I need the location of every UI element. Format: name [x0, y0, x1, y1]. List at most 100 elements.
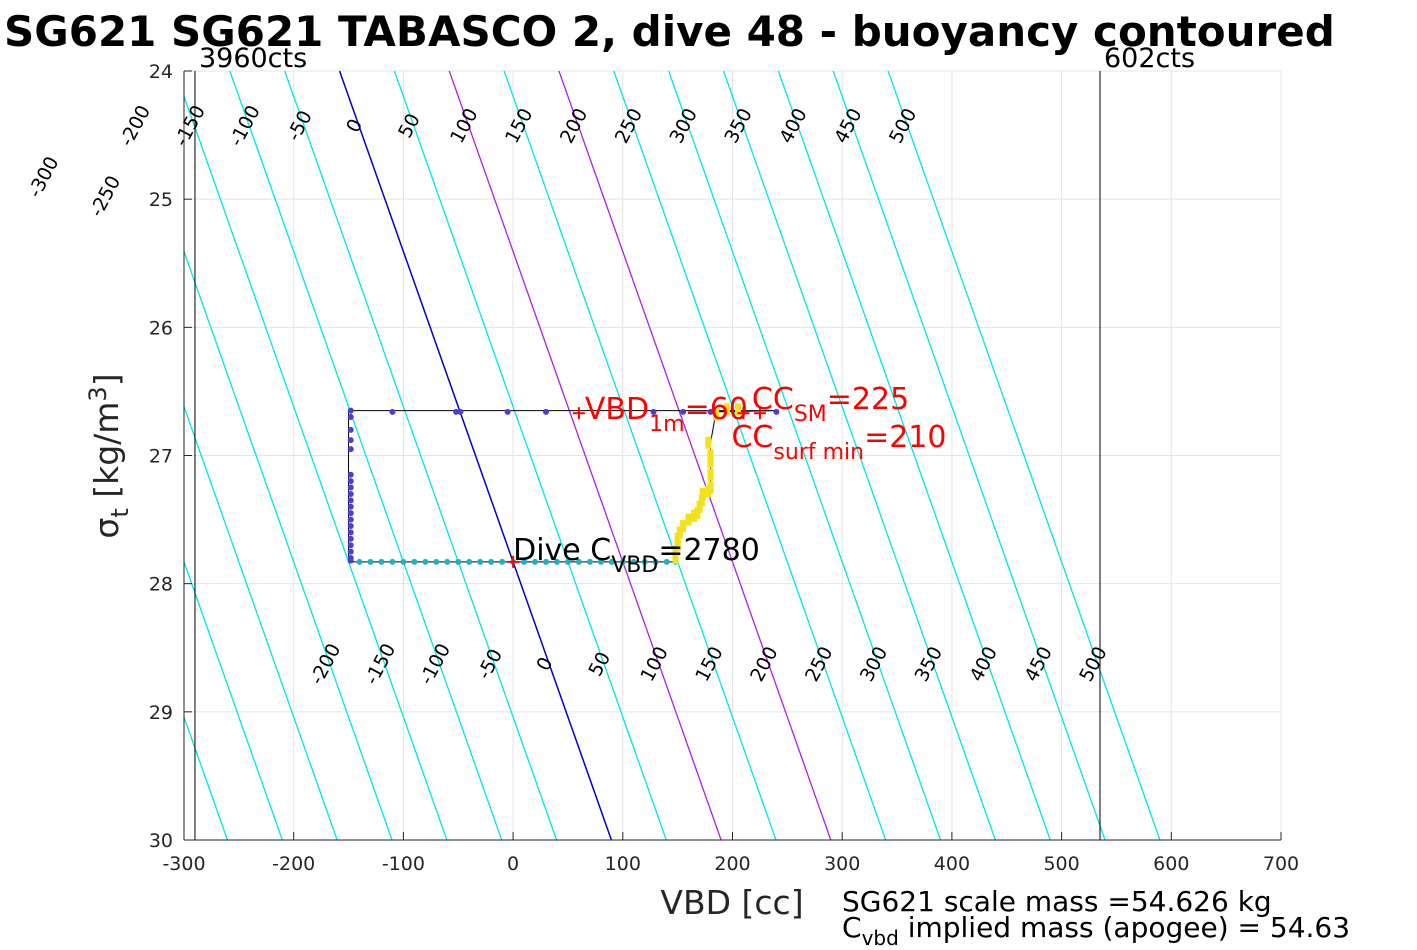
contour-label: 400 [775, 105, 811, 147]
data-point [457, 408, 464, 415]
contour-label: 150 [501, 105, 537, 147]
contour-line [184, 94, 448, 840]
marker-label-value: =225 [827, 382, 909, 417]
axes [183, 70, 1282, 841]
data-point [630, 558, 637, 565]
data-point [347, 503, 354, 510]
data-point [663, 558, 670, 565]
y-tick-label: 30 [149, 830, 173, 852]
data-point [347, 542, 354, 549]
data-point [680, 408, 687, 415]
marker-label-sub: 1m [649, 412, 684, 437]
y-axis-label-close: ] [87, 373, 126, 386]
x-tick-label: 300 [824, 853, 860, 875]
contour-label: 450 [830, 105, 866, 147]
data-point [597, 558, 604, 565]
marker-label-sub: SM [794, 402, 827, 427]
data-point [347, 446, 354, 453]
x-tick-label: -100 [382, 853, 425, 875]
contour-label: -100 [415, 640, 455, 688]
data-points [347, 403, 780, 565]
data-point [453, 408, 460, 415]
x-tick-label: 700 [1263, 853, 1299, 875]
data-point [389, 408, 396, 415]
data-point [641, 558, 648, 565]
contour-line [887, 71, 1161, 840]
data-point [674, 539, 681, 552]
data-point [347, 490, 354, 497]
data-point [422, 558, 429, 565]
data-point [564, 558, 571, 565]
data-point [504, 408, 511, 415]
data-point [672, 545, 679, 558]
marker-label-value: =2780 [658, 533, 759, 568]
contour-label: 250 [611, 105, 647, 147]
data-point [347, 497, 354, 504]
contour-label: 300 [856, 643, 892, 685]
contour-label: -300 [24, 153, 64, 201]
data-point [650, 408, 657, 415]
data-point [532, 558, 539, 565]
data-point [347, 535, 354, 542]
contour-line [393, 71, 667, 840]
contour-label: 50 [394, 110, 425, 142]
contour-line [722, 71, 996, 840]
data-point [347, 414, 354, 421]
marker-label: CCsurf min=210 [731, 420, 946, 465]
data-point [699, 487, 706, 500]
contour-label: 300 [666, 105, 702, 147]
data-point [734, 403, 741, 416]
contour-label: 400 [966, 643, 1002, 685]
vbd-limit-lines: 3960cts 602cts [194, 43, 1195, 840]
data-point [521, 558, 528, 565]
data-point [499, 558, 506, 565]
data-point [347, 522, 354, 529]
contour-label: 450 [1020, 643, 1056, 685]
data-point [347, 437, 354, 444]
marker-label-main: CC [731, 420, 773, 455]
data-point [672, 552, 679, 565]
y-tick-label: 26 [149, 317, 173, 339]
contour-label: -100 [225, 102, 265, 150]
contour-line [668, 71, 942, 840]
contour-label: -150 [361, 640, 401, 688]
marker-label-sub: VBD [611, 553, 658, 578]
data-point [705, 436, 712, 449]
chart-title: SG621 SG621 TABASCO 2, dive 48 - buoyanc… [4, 7, 1335, 56]
y-tick-label: 28 [149, 574, 173, 596]
data-point [680, 519, 687, 532]
contour-label: -250 [86, 172, 126, 220]
contour-label: -50 [473, 645, 507, 683]
contour-line [184, 404, 338, 840]
y-axis-label-symbol: σ [87, 518, 126, 539]
data-point [608, 558, 615, 565]
data-point [444, 558, 451, 565]
contour-label: 500 [1075, 643, 1111, 685]
data-point [347, 478, 354, 485]
contour-line [184, 249, 393, 840]
data-point [685, 513, 692, 526]
data-point [347, 426, 354, 433]
data-point [378, 558, 385, 565]
x-axis-label: VBD [cc] [660, 883, 803, 922]
data-point [696, 500, 703, 513]
data-point [773, 408, 780, 415]
contour-line [832, 71, 1106, 840]
contour-line [448, 71, 722, 840]
contour-label: 250 [801, 643, 837, 685]
tick-labels: -300 -200 -100 0 100 200 300 400 500 600 700242526… [149, 61, 1299, 875]
data-point [347, 529, 354, 536]
marker-label-main: CC [752, 382, 794, 417]
data-point [347, 557, 354, 564]
data-point [674, 532, 681, 545]
data-point [724, 403, 731, 416]
data-point [698, 494, 705, 507]
data-point [389, 558, 396, 565]
y-tick-label: 29 [149, 702, 173, 724]
data-point [694, 507, 701, 520]
data-point [347, 407, 354, 414]
grid-lines [183, 70, 1282, 841]
y-tick-label: 25 [149, 189, 173, 211]
